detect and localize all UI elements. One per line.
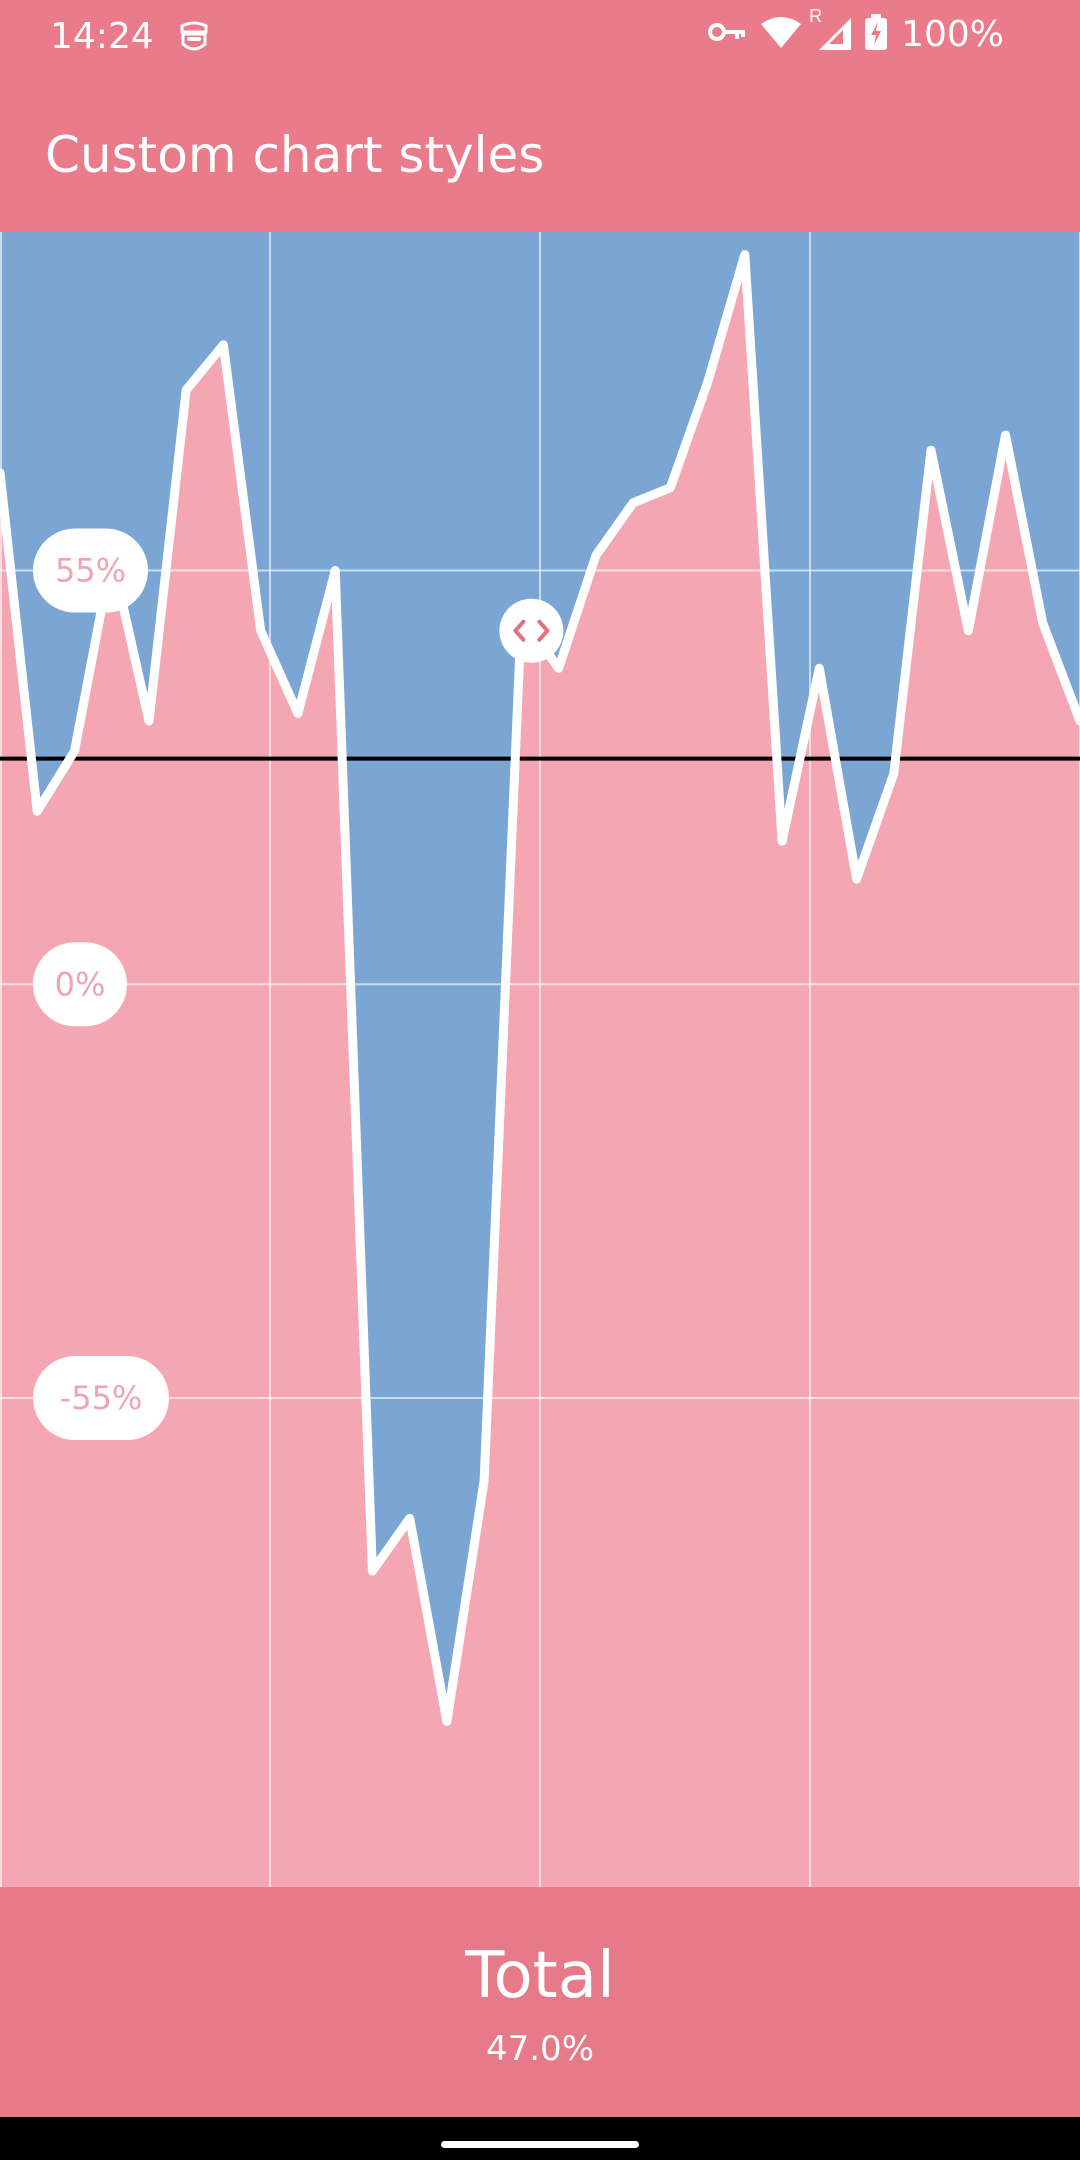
total-label: Total <box>465 1939 615 2013</box>
y-tick-label: 55% <box>33 528 148 613</box>
y-tick-label-pill <box>33 528 148 613</box>
status-bar: 14:24 R <box>0 0 1080 77</box>
page-title: Custom chart styles <box>45 126 545 184</box>
chevron-left-right-icon <box>513 619 550 642</box>
app-bar: Custom chart styles <box>0 77 1080 232</box>
cell-signal-roaming-icon: R <box>809 6 852 55</box>
vpn-key-icon <box>707 19 747 50</box>
y-axis-labels: 55% 0% -55% <box>33 528 169 1441</box>
status-icons: R 100% <box>707 6 1004 55</box>
status-time: 14:24 <box>50 16 154 57</box>
battery-charging-icon <box>865 14 888 55</box>
y-tick-label: -55% <box>33 1356 169 1441</box>
app-notification-icon <box>176 18 212 63</box>
navigation-bar <box>0 2117 1080 2160</box>
y-tick-label-pill <box>33 1356 169 1441</box>
total-value: 47.0% <box>485 2029 594 2069</box>
chart-grid <box>0 232 1080 1887</box>
wifi-icon <box>761 16 802 53</box>
scrubber-knob <box>499 598 564 663</box>
home-handle[interactable] <box>441 2141 639 2148</box>
chart-area[interactable]: 55% 0% -55% <box>0 232 1080 1887</box>
y-tick-label-pill <box>33 942 127 1027</box>
y-tick-label-text: 55% <box>55 552 126 590</box>
y-tick-label: 0% <box>33 942 127 1027</box>
battery-percentage: 100% <box>901 14 1004 55</box>
summary-footer: Total 47.0% <box>0 1887 1080 2117</box>
line-chart[interactable]: 55% 0% -55% <box>0 232 1080 1887</box>
roaming-label: R <box>809 6 823 26</box>
chart-scrubber-handle[interactable] <box>499 598 564 663</box>
y-tick-label-text: -55% <box>60 1379 143 1417</box>
y-tick-label-text: 0% <box>55 965 106 1003</box>
